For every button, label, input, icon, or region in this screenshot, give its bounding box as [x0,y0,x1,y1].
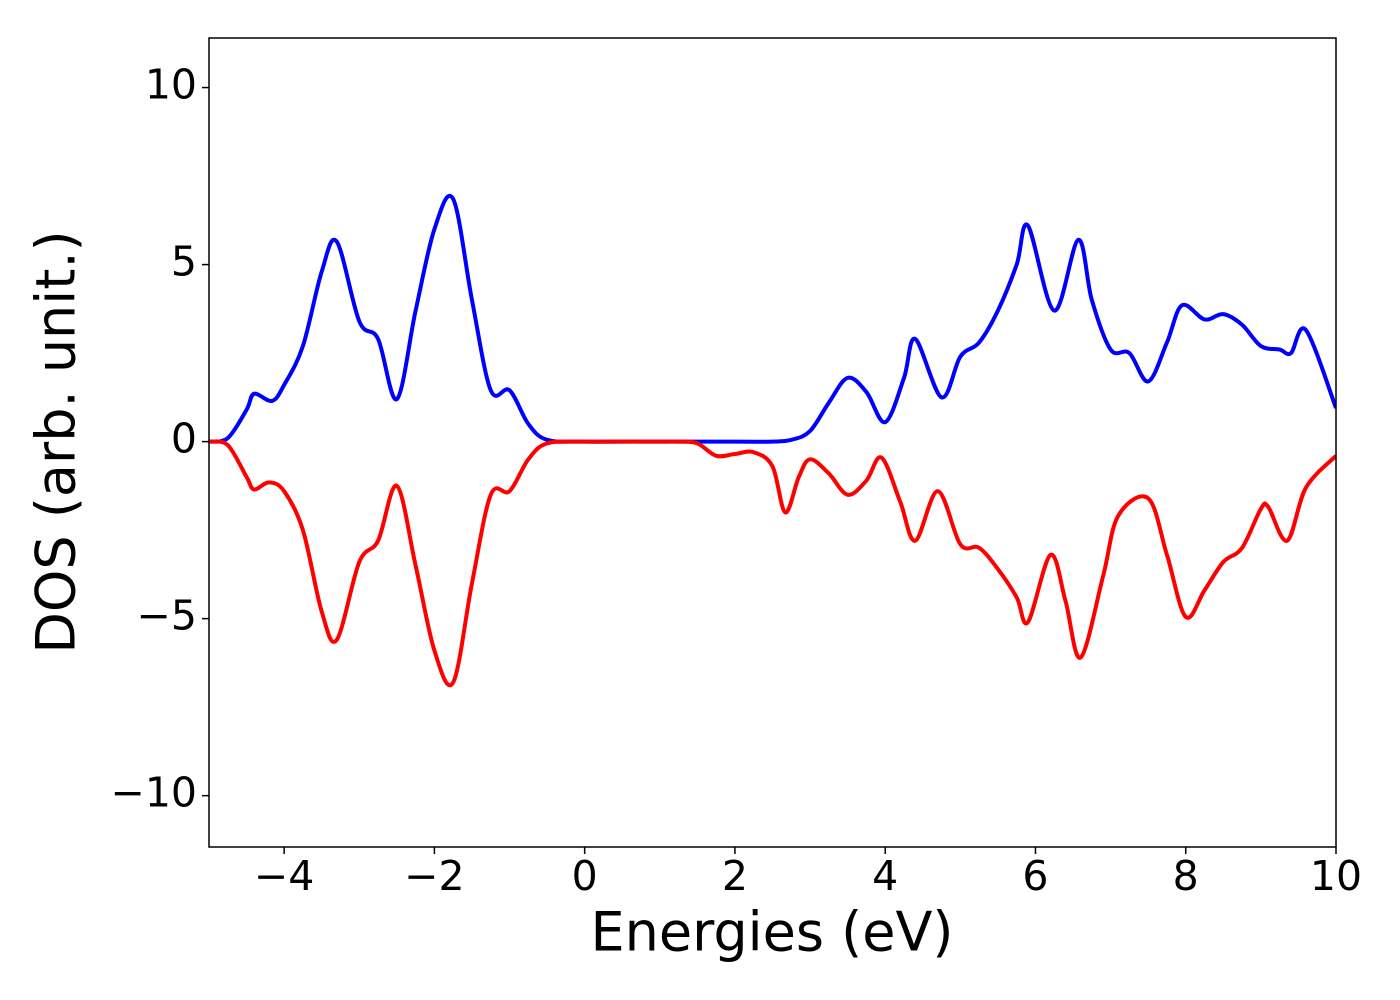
x-axis-label: Energies (eV) [591,901,954,964]
x-tick-label: 6 [1022,852,1048,900]
x-tick-label: 8 [1173,852,1199,900]
plot-frame [208,37,1337,848]
x-tick-label: 4 [872,852,898,900]
dos-line [209,439,1336,688]
y-tick-label: −5 [137,592,197,640]
y-tick-label: −10 [110,769,197,817]
x-tick-label: −4 [254,852,314,900]
y-axis-label: DOS (arb. unit.) [25,230,88,653]
y-tick-label: 0 [171,415,197,463]
y-tick-label: 5 [171,238,197,286]
x-tick-label: −2 [404,852,464,900]
dos-line [209,194,1336,444]
x-tick-label: 2 [722,852,748,900]
y-tick-label: 10 [145,61,197,109]
x-tick-label: 10 [1310,852,1362,900]
x-tick-label: 0 [572,852,598,900]
